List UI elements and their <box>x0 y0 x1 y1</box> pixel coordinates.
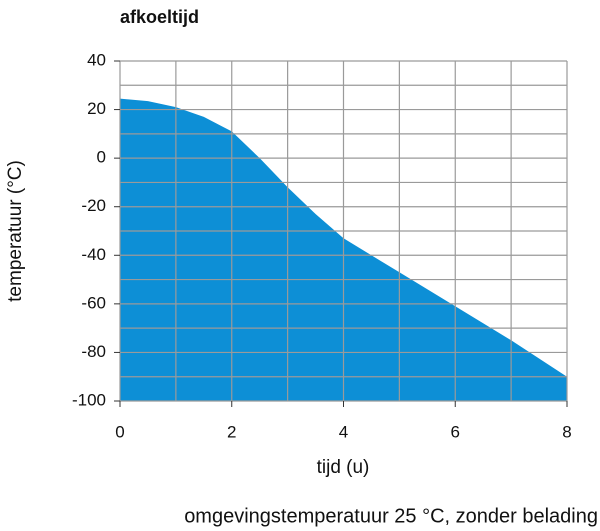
chart-title: afkoeltijd <box>120 7 199 27</box>
y-axis-label: temperatuur (°C) <box>5 160 26 302</box>
y-tick-label: -60 <box>81 293 106 312</box>
x-tick-label: 6 <box>451 422 460 441</box>
x-tick-label: 8 <box>562 422 571 441</box>
x-axis-label: tijd (u) <box>317 457 370 478</box>
y-tick-label: 0 <box>97 148 106 167</box>
note: omgevingstemperatuur 25 °C, zonder belad… <box>184 505 598 527</box>
y-tick-label: -80 <box>81 342 106 361</box>
y-tick-label: -40 <box>81 245 106 264</box>
y-tick-label: -100 <box>72 390 106 409</box>
y-tick-label: 40 <box>87 50 106 69</box>
x-tick-label: 2 <box>227 422 236 441</box>
x-tick-label: 0 <box>115 422 124 441</box>
y-tick-label: -20 <box>81 196 106 215</box>
x-tick-label: 4 <box>339 422 348 441</box>
y-tick-label: 20 <box>87 99 106 118</box>
